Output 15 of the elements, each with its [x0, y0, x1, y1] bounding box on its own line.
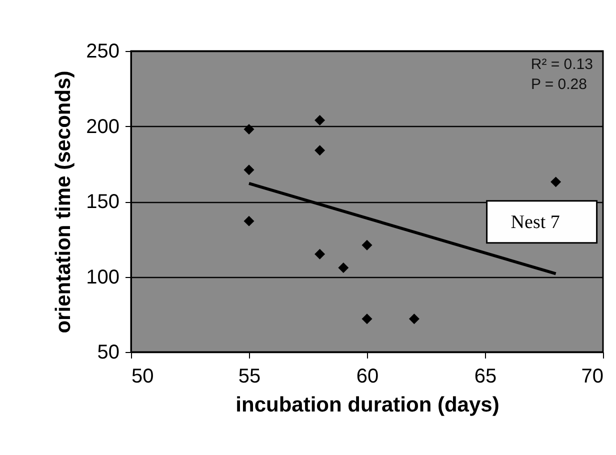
y-tick-label: 100 [86, 266, 120, 288]
x-axis-title: incubation duration (days) [236, 394, 500, 416]
y-axis-title: orientation time (seconds) [52, 70, 76, 334]
y-tick-label: 250 [86, 40, 120, 62]
y-tick-label: 50 [97, 342, 120, 364]
y-tick-label: 150 [86, 191, 120, 213]
annotation: R² = 0.13 [530, 56, 593, 73]
x-tick-label: 70 [581, 366, 604, 388]
y-tick-label: 200 [86, 116, 120, 138]
x-tick-label: 65 [474, 366, 497, 388]
annotation: P = 0.28 [530, 76, 587, 93]
x-tick-label: 60 [356, 366, 379, 388]
annotation: Nest 7 [510, 212, 560, 233]
x-tick-label: 50 [132, 366, 154, 388]
x-tick-label: 55 [238, 366, 261, 388]
